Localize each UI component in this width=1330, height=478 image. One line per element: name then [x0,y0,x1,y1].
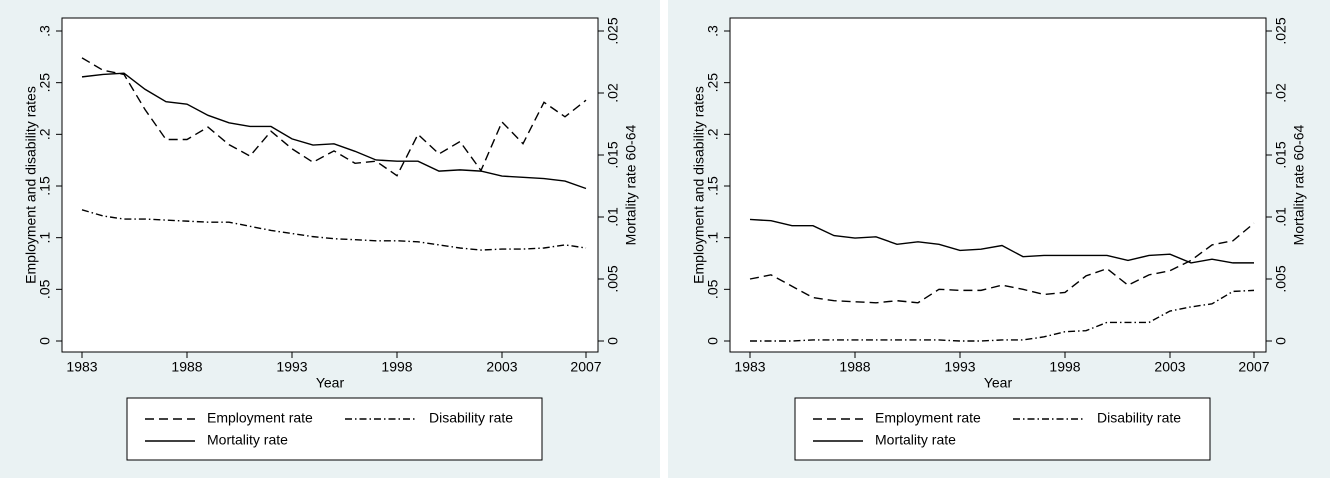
y-tick-label: .025 [1273,17,1289,44]
y-tick-label: .05 [37,279,53,299]
y-tick-label: .02 [1273,83,1289,103]
y-tick-label: .005 [1273,265,1289,292]
x-tick-label: 2003 [486,359,517,375]
x-tick-label: 1988 [171,359,202,375]
legend-label: Employment rate [875,410,981,426]
x-tick-label: 1988 [839,359,870,375]
y2-axis-title: Mortality rate 60-64 [623,124,639,245]
chart-panel: 0 .05 .1 .15 .2 .25 .3 0 .005 .01 .015 .02 .025 1983 1… [0,0,660,478]
y-tick-label: .015 [1273,141,1289,168]
y-tick-label: .015 [605,141,621,168]
x-tick-label: 1993 [276,359,307,375]
y-tick-label: .1 [37,232,53,244]
series-line [81,209,587,251]
series-line [749,218,1254,264]
y-tick-label: .05 [705,279,721,299]
x-tick-label: 1983 [66,359,97,375]
y-tick-label: .2 [705,128,721,140]
y-tick-label: 0 [37,337,53,345]
y-axis-title: Employment and disability rates [691,86,707,284]
y-tick-label: .15 [37,176,53,196]
series-line [750,289,1255,342]
x-tick-label: 1998 [381,359,412,375]
legend-box [126,397,543,461]
y-tick-label: .01 [1273,207,1289,227]
plot-area [61,17,599,353]
chart-panel: 0 .05 .1 .15 .2 .25 .3 0 .005 .01 .015 .02 .025 1983 1… [668,0,1330,478]
x-axis-title: Year [984,375,1013,391]
y-tick-label: .005 [605,265,621,292]
plot-area [729,17,1267,353]
y-tick-label: .2 [37,128,53,140]
legend-box [794,397,1211,461]
x-tick-label: 1993 [944,359,975,375]
x-tick-label: 2007 [1238,359,1269,375]
y-tick-label: 0 [605,337,621,345]
legend-label: Disability rate [429,410,513,426]
y-tick-label: 0 [705,337,721,345]
y-tick-label: .15 [705,176,721,196]
legend-label: Disability rate [1097,410,1181,426]
x-axis-title: Year [316,375,345,391]
x-tick-label: 1983 [734,359,765,375]
x-tick-label: 1998 [1049,359,1080,375]
y-tick-label: .025 [605,17,621,44]
y2-axis-title: Mortality rate 60-64 [1291,124,1307,245]
series-line [81,57,587,177]
y-tick-label: .3 [37,25,53,37]
y-tick-label: .25 [705,73,721,93]
legend-label: Mortality rate [207,432,288,448]
series-line [81,72,587,190]
y-tick-label: .1 [705,232,721,244]
y-axis-title: Employment and disability rates [23,86,39,284]
y-tick-label: .01 [605,207,621,227]
legend-label: Mortality rate [875,432,956,448]
y-tick-label: 0 [1273,337,1289,345]
series-line [749,222,1255,304]
x-tick-label: 2003 [1154,359,1185,375]
legend-label: Employment rate [207,410,313,426]
x-tick-label: 2007 [570,359,601,375]
y-tick-label: .02 [605,83,621,103]
y-tick-label: .25 [37,73,53,93]
y-tick-label: .3 [705,25,721,37]
